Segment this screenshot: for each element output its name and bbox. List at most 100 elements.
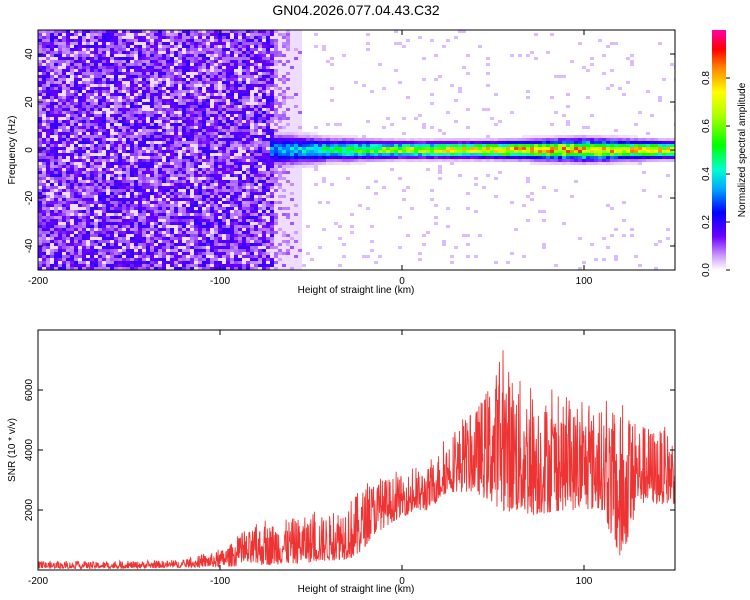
spectrogram-cell — [278, 75, 282, 78]
spectrogram-cell — [42, 180, 46, 183]
spectrogram-cell — [246, 177, 250, 180]
spectrogram-cell — [162, 243, 166, 246]
spectrogram-cell — [58, 234, 62, 237]
spectrogram-cell — [158, 75, 162, 78]
spectrogram-cell — [114, 162, 118, 165]
spectrogram-cell — [214, 171, 218, 174]
spectrogram-cell — [278, 99, 282, 102]
spectrogram-cell — [170, 204, 174, 207]
spectrogram-cell — [130, 51, 134, 54]
spectrogram-cell — [54, 216, 58, 219]
spectrogram-cell — [158, 135, 162, 138]
spectrogram-cell — [70, 45, 74, 48]
spectrogram-cell — [58, 54, 62, 57]
spectrogram-cell — [126, 246, 130, 249]
spectrogram-cell — [234, 51, 238, 54]
spectrogram-cell — [182, 231, 186, 234]
spectrogram-cell — [110, 72, 114, 75]
spectrogram-cell — [106, 177, 110, 180]
spectrogram-cell — [206, 84, 210, 87]
spectrogram-cell — [178, 198, 182, 201]
spectrogram-cell — [238, 249, 242, 252]
spectrogram-cell — [226, 33, 230, 36]
spectrogram-cell — [198, 42, 202, 45]
spectrogram-cell — [230, 156, 234, 159]
spectrogram-cell — [242, 147, 246, 150]
spectrogram-cell — [122, 111, 126, 114]
spectrogram-cell — [190, 204, 194, 207]
spectrogram-cell — [162, 162, 166, 165]
spectrogram-cell — [42, 222, 46, 225]
spectrogram-cell — [46, 168, 50, 171]
spectrogram-cell — [198, 135, 202, 138]
spectrogram-cell — [218, 36, 222, 39]
spectrogram-cell — [50, 156, 54, 159]
spectrogram-cell — [90, 171, 94, 174]
spectrogram-cell — [190, 174, 194, 177]
spectrogram-cell — [158, 174, 162, 177]
spectrogram-cell — [194, 144, 198, 147]
spectrogram-cell — [122, 93, 126, 96]
spectrogram-cell — [230, 114, 234, 117]
spectrogram-cell — [174, 141, 178, 144]
spectrogram-cell — [158, 216, 162, 219]
spectrogram-cell — [206, 108, 210, 111]
spectrogram-cell — [230, 102, 234, 105]
spectrogram-cell — [130, 99, 134, 102]
spectrogram-cell — [230, 138, 234, 141]
spectrogram-cell — [226, 153, 230, 156]
spectrogram-cell — [82, 252, 86, 255]
spectrogram-cell — [206, 228, 210, 231]
spectrogram-cell — [218, 234, 222, 237]
spectrogram-cell — [54, 201, 58, 204]
spectrogram-cell — [230, 216, 234, 219]
spectrogram-cell — [58, 90, 62, 93]
spectrogram-cell — [134, 240, 138, 243]
spectrogram-cell — [42, 117, 46, 120]
spectrogram-cell — [246, 129, 250, 132]
spectrogram-cell — [214, 81, 218, 84]
spectrogram-cell — [134, 87, 138, 90]
spectrogram-cell — [146, 195, 150, 198]
spectrogram-cell — [102, 186, 106, 189]
spectrogram-cell — [146, 210, 150, 213]
spectrogram-cell — [130, 144, 134, 147]
spectrogram-cell — [38, 216, 42, 219]
spectrogram-cell — [122, 108, 126, 111]
spectrogram-cell — [90, 183, 94, 186]
spectrogram-cell — [214, 264, 218, 267]
spectrogram-cell — [114, 45, 118, 48]
spectrogram-cell — [270, 102, 274, 105]
spectrogram-cell — [74, 216, 78, 219]
spectrogram-cell — [114, 108, 118, 111]
spectrogram-cell — [122, 54, 126, 57]
spectrogram-cell — [274, 126, 278, 129]
spectrogram-cell — [106, 147, 110, 150]
spectrogram-cell — [50, 51, 54, 54]
spectrogram-cell — [70, 177, 74, 180]
spectrogram-cell — [278, 126, 282, 129]
spectrogram-cell — [282, 90, 286, 93]
spectrogram-cell — [162, 267, 166, 270]
spectrogram-cell — [262, 261, 266, 264]
spectrogram-cell — [230, 234, 234, 237]
spectrogram-cell — [146, 111, 150, 114]
spectrogram-cell — [254, 144, 258, 147]
spectrogram-cell — [130, 45, 134, 48]
spectrogram-cell — [222, 54, 226, 57]
spectrogram-cell — [198, 138, 202, 141]
spectrogram-cell — [82, 75, 86, 78]
spectrogram-cell — [78, 54, 82, 57]
spectrogram-cell — [238, 120, 242, 123]
spectrogram-cell — [234, 213, 238, 216]
spectrogram-cell — [70, 102, 74, 105]
spectrogram-cell — [90, 177, 94, 180]
spectrogram-cell — [222, 96, 226, 99]
spectrogram-cell — [62, 33, 66, 36]
spectrogram-cell — [270, 186, 274, 189]
spectrogram-cell — [254, 102, 258, 105]
spectrogram-cell — [182, 93, 186, 96]
spectrogram-cell — [150, 102, 154, 105]
spectrogram-cell — [178, 174, 182, 177]
spectrogram-cell — [270, 105, 274, 108]
